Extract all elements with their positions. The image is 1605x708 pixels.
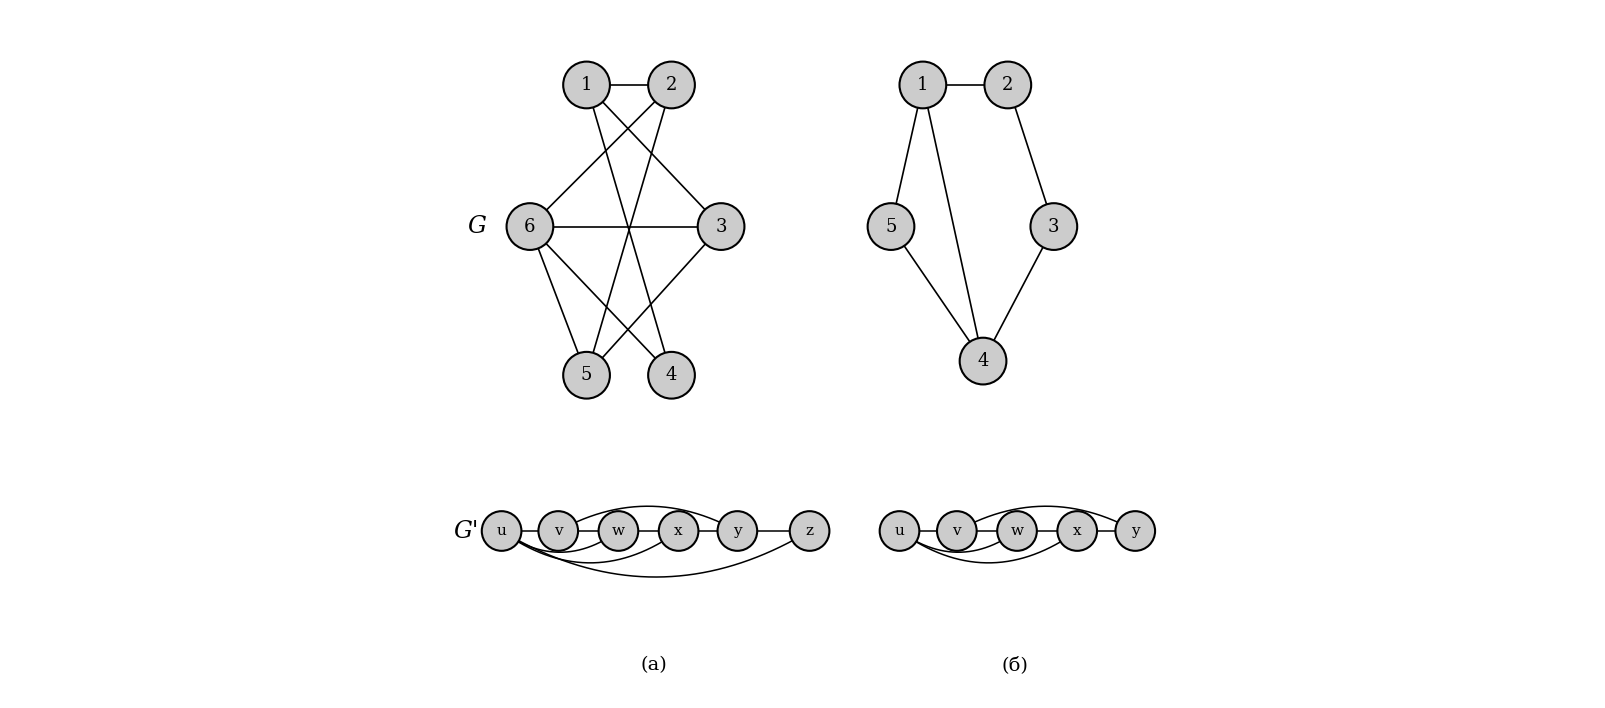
Text: x: x xyxy=(1072,524,1082,538)
Circle shape xyxy=(997,511,1037,551)
Circle shape xyxy=(868,203,915,250)
Text: v: v xyxy=(952,524,961,538)
Text: 2: 2 xyxy=(1002,76,1013,94)
Text: v: v xyxy=(554,524,563,538)
Text: u: u xyxy=(496,524,507,538)
Text: z: z xyxy=(806,524,814,538)
Circle shape xyxy=(482,511,522,551)
Circle shape xyxy=(1115,511,1156,551)
Text: 3: 3 xyxy=(1048,217,1059,236)
Circle shape xyxy=(1030,203,1077,250)
Text: y: y xyxy=(733,524,742,538)
Text: w: w xyxy=(612,524,624,538)
Circle shape xyxy=(648,62,695,108)
Circle shape xyxy=(563,352,610,399)
Circle shape xyxy=(899,62,947,108)
Text: G: G xyxy=(467,215,486,238)
Text: 1: 1 xyxy=(581,76,592,94)
Text: 5: 5 xyxy=(581,366,592,384)
Circle shape xyxy=(880,511,920,551)
Circle shape xyxy=(1058,511,1098,551)
Text: 1: 1 xyxy=(916,76,929,94)
Circle shape xyxy=(790,511,830,551)
Text: u: u xyxy=(894,524,905,538)
Text: G': G' xyxy=(454,520,478,542)
Circle shape xyxy=(937,511,977,551)
Circle shape xyxy=(960,338,1006,384)
Text: x: x xyxy=(674,524,682,538)
Circle shape xyxy=(538,511,578,551)
Circle shape xyxy=(984,62,1030,108)
Circle shape xyxy=(563,62,610,108)
Circle shape xyxy=(507,203,554,250)
Text: 3: 3 xyxy=(716,217,727,236)
Text: 5: 5 xyxy=(886,217,897,236)
Circle shape xyxy=(698,203,745,250)
Text: 4: 4 xyxy=(977,352,989,370)
Circle shape xyxy=(599,511,639,551)
Circle shape xyxy=(658,511,698,551)
Circle shape xyxy=(648,352,695,399)
Text: (б): (б) xyxy=(1002,656,1029,675)
Text: 4: 4 xyxy=(666,366,677,384)
Text: 6: 6 xyxy=(525,217,536,236)
Text: (a): (a) xyxy=(640,656,668,675)
Text: 2: 2 xyxy=(666,76,677,94)
Text: w: w xyxy=(1011,524,1024,538)
Text: y: y xyxy=(1132,524,1140,538)
Circle shape xyxy=(717,511,758,551)
